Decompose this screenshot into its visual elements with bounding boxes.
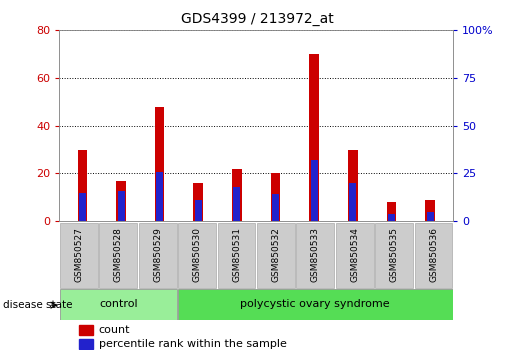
Bar xyxy=(195,200,202,221)
Bar xyxy=(336,223,373,288)
Text: GSM850534: GSM850534 xyxy=(350,227,359,282)
Text: GSM850530: GSM850530 xyxy=(193,227,201,282)
Text: polycystic ovary syndrome: polycystic ovary syndrome xyxy=(241,299,390,309)
Text: disease state: disease state xyxy=(3,300,72,310)
Text: GDS4399 / 213972_at: GDS4399 / 213972_at xyxy=(181,12,334,27)
Bar xyxy=(415,223,452,288)
Bar xyxy=(79,339,93,349)
Bar xyxy=(310,54,319,221)
Bar xyxy=(272,194,279,221)
Bar xyxy=(194,183,203,221)
Bar xyxy=(388,213,395,221)
Bar xyxy=(155,107,164,221)
Text: GSM850536: GSM850536 xyxy=(429,227,438,282)
Text: GSM850535: GSM850535 xyxy=(390,227,399,282)
Bar xyxy=(349,183,356,221)
Bar xyxy=(178,223,216,288)
Bar xyxy=(218,223,255,288)
Text: count: count xyxy=(99,325,130,335)
Bar xyxy=(79,325,93,335)
Bar xyxy=(60,289,177,320)
Bar xyxy=(139,223,177,288)
Bar xyxy=(426,212,434,221)
Bar xyxy=(178,289,453,320)
Bar xyxy=(271,173,280,221)
Text: control: control xyxy=(99,299,138,309)
Bar xyxy=(60,223,98,288)
Bar xyxy=(425,200,435,221)
Text: GSM850533: GSM850533 xyxy=(311,227,320,282)
Text: GSM850531: GSM850531 xyxy=(232,227,241,282)
Bar xyxy=(79,193,86,221)
Text: percentile rank within the sample: percentile rank within the sample xyxy=(99,339,286,349)
Bar xyxy=(156,172,163,221)
Bar xyxy=(297,223,334,288)
Bar xyxy=(116,181,126,221)
Text: GSM850527: GSM850527 xyxy=(75,227,83,282)
Bar xyxy=(99,223,137,288)
Bar xyxy=(375,223,413,288)
Text: GSM850532: GSM850532 xyxy=(271,227,280,282)
Bar xyxy=(311,160,318,221)
Text: GSM850529: GSM850529 xyxy=(153,227,162,282)
Bar xyxy=(78,149,87,221)
Text: GSM850528: GSM850528 xyxy=(114,227,123,282)
Bar xyxy=(117,191,125,221)
Bar xyxy=(348,149,357,221)
Bar xyxy=(257,223,295,288)
Bar xyxy=(232,169,242,221)
Bar xyxy=(233,187,241,221)
Bar xyxy=(387,202,396,221)
